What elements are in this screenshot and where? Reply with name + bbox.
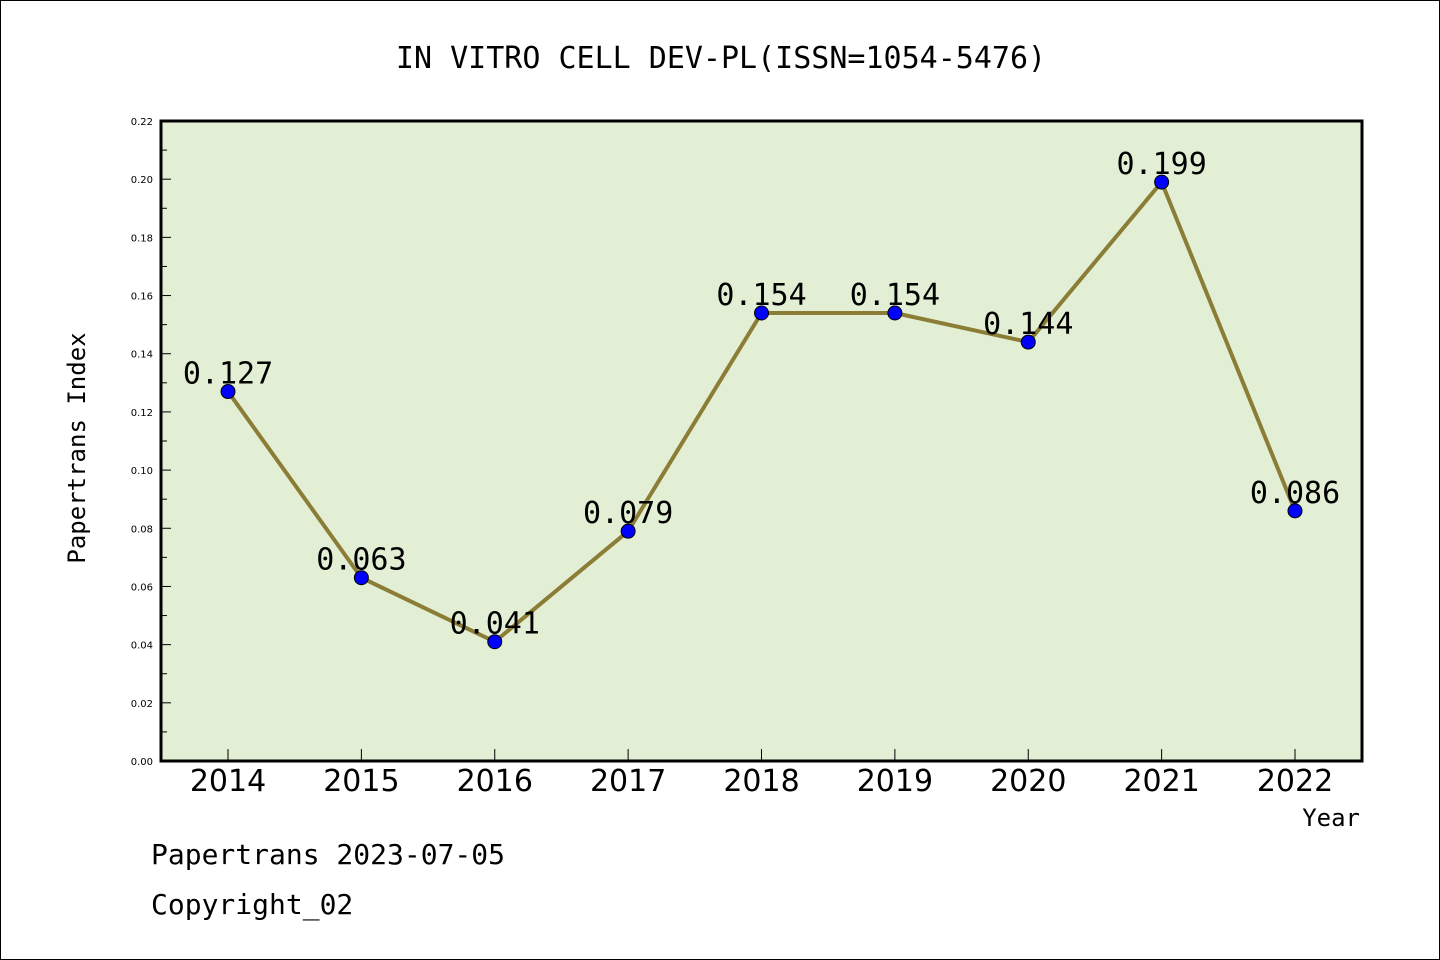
data-label: 0.063 [316, 543, 406, 578]
data-label: 0.041 [450, 607, 540, 642]
data-label: 0.144 [983, 307, 1073, 342]
data-point-marker [220, 384, 236, 400]
y-tick-label: 0.02 [131, 699, 153, 710]
x-tick-label: 2014 [190, 764, 266, 799]
y-tick-label: 0.18 [131, 233, 153, 244]
data-labels: 0.127 0.063 0.041 0.079 0.154 0.154 0.144 0.199… [183, 147, 1340, 642]
data-point-marker [487, 634, 503, 650]
plot-area [159, 119, 1364, 763]
data-point-marker [1154, 174, 1170, 190]
y-axis: 0.00 0.02 0.04 0.06 0.08 0.10 0.12 0.14 0.16 0.18… [131, 117, 171, 768]
y-tick-label: 0.10 [131, 466, 153, 477]
series-markers [220, 174, 1303, 650]
data-point-marker [1287, 503, 1303, 519]
x-tick-label: 2021 [1123, 764, 1199, 799]
y-tick-label: 0.12 [131, 408, 153, 419]
y-tick-label: 0.06 [131, 582, 153, 593]
data-label: 0.154 [716, 278, 806, 313]
footer-date: Papertrans 2023-07-05 [151, 838, 505, 871]
y-tick-label: 0.00 [131, 757, 153, 768]
x-axis-title: Year [1302, 804, 1360, 832]
data-label: 0.086 [1250, 476, 1340, 511]
y-tick-label: 0.22 [131, 117, 153, 128]
y-tick-label: 0.04 [131, 641, 153, 652]
x-tick-label: 2017 [590, 764, 666, 799]
data-point-marker [620, 523, 636, 539]
footer-copyright: Copyright_02 [151, 888, 353, 922]
data-label: 0.127 [183, 357, 273, 392]
y-tick-label: 0.20 [131, 175, 153, 186]
x-tick-label: 2015 [323, 764, 399, 799]
chart-title: IN VITRO CELL DEV-PL(ISSN=1054-5476) [396, 41, 1046, 76]
y-axis-title: Papertrans Index [63, 332, 91, 563]
data-label: 0.199 [1116, 147, 1206, 182]
x-tick-label: 2016 [457, 764, 533, 799]
y-tick-label: 0.16 [131, 292, 153, 303]
y-tick-label: 0.14 [131, 350, 153, 361]
x-tick-label: 2022 [1257, 764, 1333, 799]
data-point-marker [887, 305, 903, 321]
x-tick-label: 2020 [990, 764, 1066, 799]
data-point-marker [754, 305, 769, 321]
x-tick-label: 2019 [857, 764, 933, 799]
data-label: 0.079 [583, 496, 673, 531]
data-point-marker [353, 570, 369, 586]
data-point-marker [1020, 334, 1036, 350]
data-label: 0.154 [850, 278, 940, 313]
x-axis: 2014 2015 2016 2017 2018 2019 2020 2021 2022 [190, 749, 1333, 799]
y-tick-label: 0.08 [131, 524, 153, 535]
x-tick-label: 2018 [723, 764, 799, 799]
